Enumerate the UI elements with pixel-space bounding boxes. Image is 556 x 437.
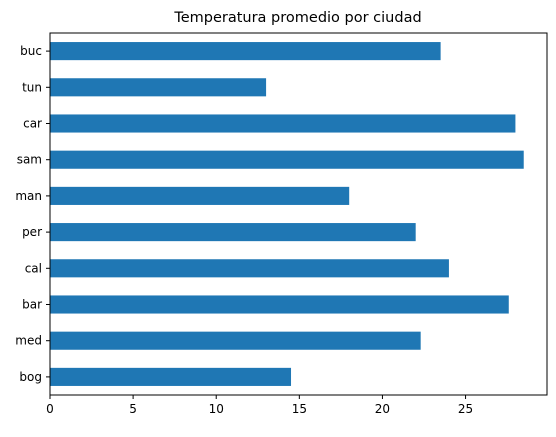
y-tick-label-per: per — [22, 225, 42, 239]
x-tick-label-25: 25 — [458, 402, 473, 416]
y-tick-label-med: med — [15, 334, 42, 348]
y-tick-label-sam: sam — [17, 153, 42, 167]
bar-tun — [50, 78, 267, 97]
chart-title: Temperatura promedio por ciudad — [173, 10, 421, 26]
bar-man — [50, 186, 350, 205]
x-tick-label-0: 0 — [46, 402, 54, 416]
y-axis: bog med bar cal per man sam car tun buc — [15, 44, 50, 384]
plot-frame — [49, 32, 548, 396]
bars-group — [50, 42, 524, 386]
bar-per — [50, 223, 416, 242]
x-tick-label-10: 10 — [209, 402, 224, 416]
y-tick-label-cal: cal — [25, 261, 42, 275]
bar-car — [50, 114, 516, 133]
y-tick-label-car: car — [23, 117, 42, 131]
bar-cal — [50, 259, 449, 278]
x-tick-label-20: 20 — [375, 402, 390, 416]
x-tick-label-5: 5 — [129, 402, 137, 416]
x-axis: 0 5 10 15 20 25 — [46, 395, 473, 416]
bar-med — [50, 331, 421, 350]
x-tick-label-15: 15 — [292, 402, 307, 416]
y-tick-label-bog: bog — [19, 370, 42, 384]
bar-buc — [50, 42, 441, 61]
y-tick-label-man: man — [15, 189, 42, 203]
y-tick-label-buc: buc — [20, 44, 42, 58]
bar-bar — [50, 295, 509, 314]
y-tick-label-bar: bar — [22, 298, 42, 312]
bar-sam — [50, 150, 524, 169]
bar-bog — [50, 367, 292, 386]
y-tick-label-tun: tun — [22, 80, 42, 94]
